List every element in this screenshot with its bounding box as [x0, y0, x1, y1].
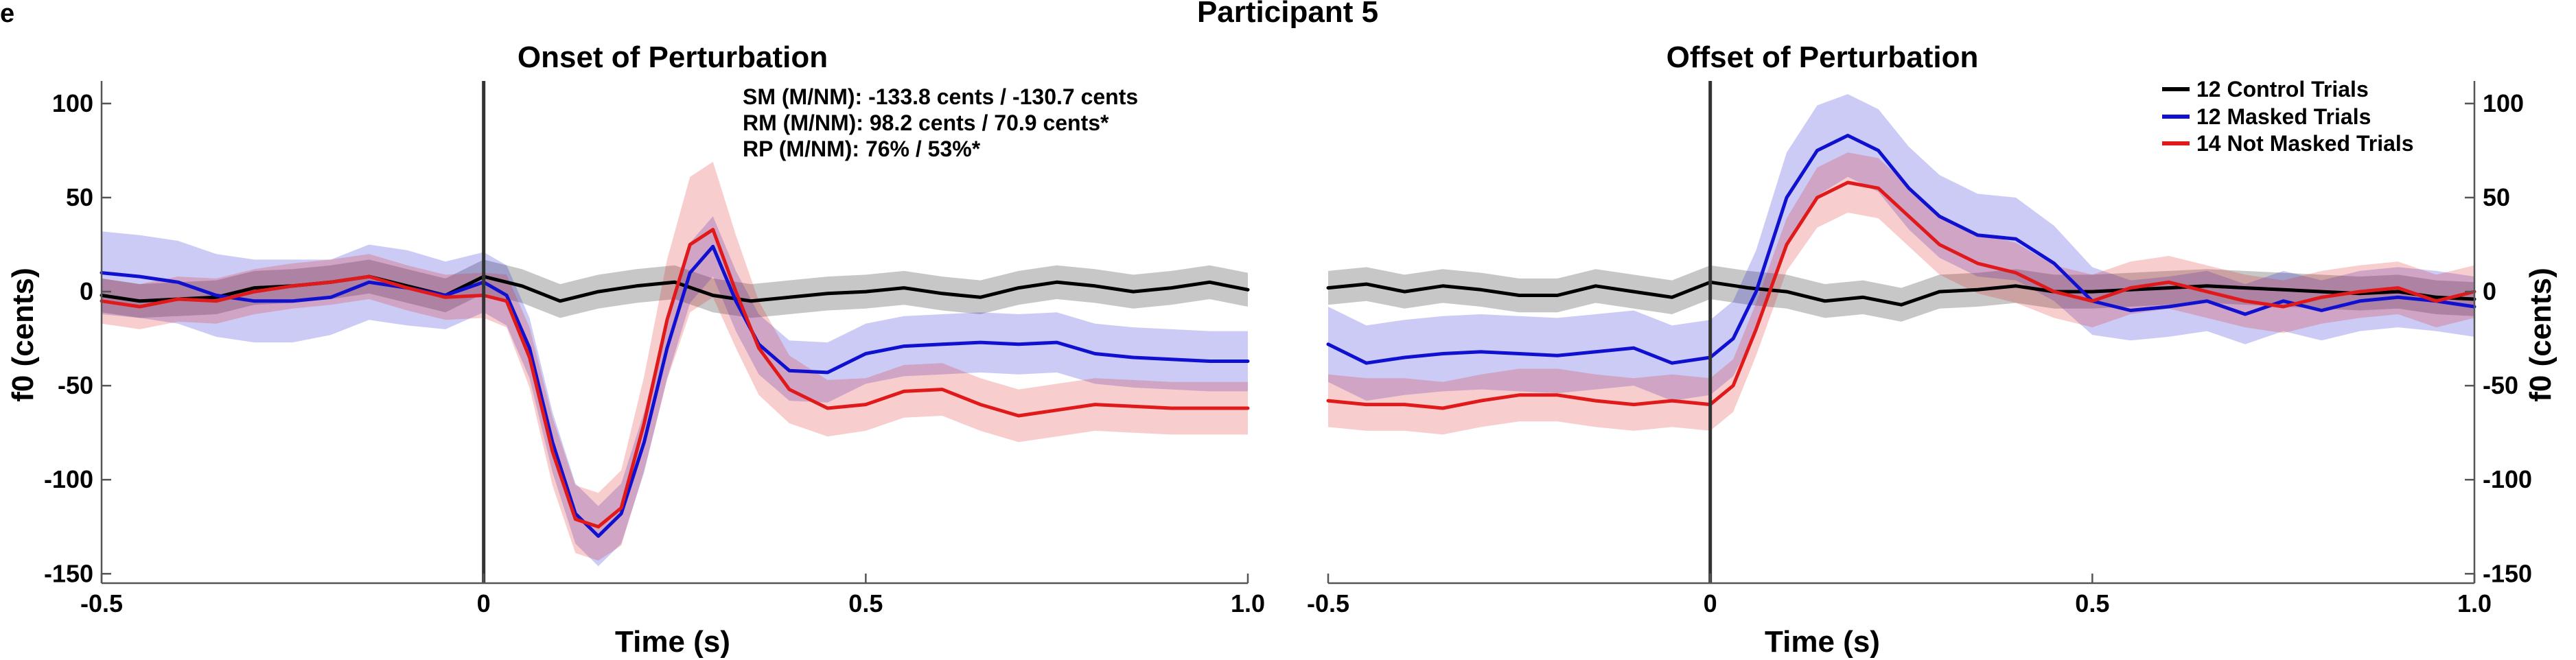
stats-annotation: SM (M/NM): -133.8 cents / -130.7 cents R…: [743, 84, 1138, 161]
y-tick-label-onset: -150: [44, 559, 93, 587]
band-14-not-masked-trials-onset: [102, 161, 1248, 561]
chart-title-offset: Offset of Perturbation: [1667, 40, 1979, 74]
series-line-14-not-masked-trials-offset: [1326, 180, 2476, 410]
stats-line-3: RP (M/NM): 76% / 53%*: [743, 137, 981, 161]
y-tick-label-offset: -50: [2483, 371, 2518, 399]
xlabel-onset: Time (s): [615, 625, 730, 659]
stats-line-2: RM (M/NM): 98.2 cents / 70.9 cents*: [743, 110, 1109, 135]
legend: 12 Control Trials 12 Masked Trials 14 No…: [2162, 77, 2414, 156]
y-tick-label-offset: -100: [2483, 465, 2532, 493]
y-tick-label-onset: 50: [66, 183, 93, 211]
y-tick-label-offset: 0: [2483, 277, 2496, 305]
band-12-control-trials-offset: [1328, 265, 2474, 322]
xlabel-offset: Time (s): [1765, 625, 1880, 659]
y-tick-label-onset: 100: [52, 89, 93, 117]
chart-title-onset: Onset of Perturbation: [518, 40, 828, 74]
legend-label-masked: 12 Masked Trials: [2196, 104, 2371, 129]
x-tick-label-offset: 1.0: [2457, 589, 2492, 617]
chart-offset: -0.5 0 0.5 1.0 100 50 0 -50 -100 -150 Offset of P…: [1307, 40, 2557, 659]
y-tick-label-onset: -50: [58, 371, 93, 399]
y-tick-label-offset: 100: [2483, 89, 2524, 117]
x-tick-label-offset: 0.5: [2075, 589, 2109, 617]
legend-label-control: 12 Control Trials: [2196, 77, 2369, 102]
x-tick-label-offset: -0.5: [1307, 589, 1349, 617]
x-tick-label-onset: 0.5: [848, 589, 883, 617]
x-tick-label-onset: 1.0: [1231, 589, 1265, 617]
series-line-14-not-masked-trials-onset: [100, 228, 1250, 529]
figure-title: Participant 5: [1197, 0, 1378, 29]
ylabel-offset: f0 (cents): [2524, 268, 2557, 402]
band-12-masked-trials-onset: [102, 216, 1248, 567]
series-line-12-masked-trials-onset: [100, 244, 1250, 538]
band-12-control-trials-onset: [102, 259, 1248, 318]
legend-label-not-masked: 14 Not Masked Trials: [2196, 131, 2414, 156]
band-12-masked-trials-offset: [1328, 94, 2474, 401]
y-tick-label-offset: 50: [2483, 183, 2510, 211]
ylabel-onset: f0 (cents): [6, 268, 40, 402]
chart-onset: -0.5 0 0.5 1.0 100 50 0 -50 -100 -150 Onset of Pe…: [6, 40, 1265, 659]
x-tick-label-onset: 0: [477, 589, 491, 617]
series-line-12-control-trials-offset: [1326, 280, 2476, 307]
y-tick-label-onset: 0: [80, 277, 93, 305]
y-tick-label-onset: -100: [44, 465, 93, 493]
y-tick-label-offset: -150: [2483, 559, 2532, 587]
panel-letter: e: [0, 0, 14, 28]
stats-line-1: SM (M/NM): -133.8 cents / -130.7 cents: [743, 84, 1138, 109]
x-tick-label-offset: 0: [1704, 589, 1717, 617]
x-tick-label-onset: -0.5: [80, 589, 123, 617]
